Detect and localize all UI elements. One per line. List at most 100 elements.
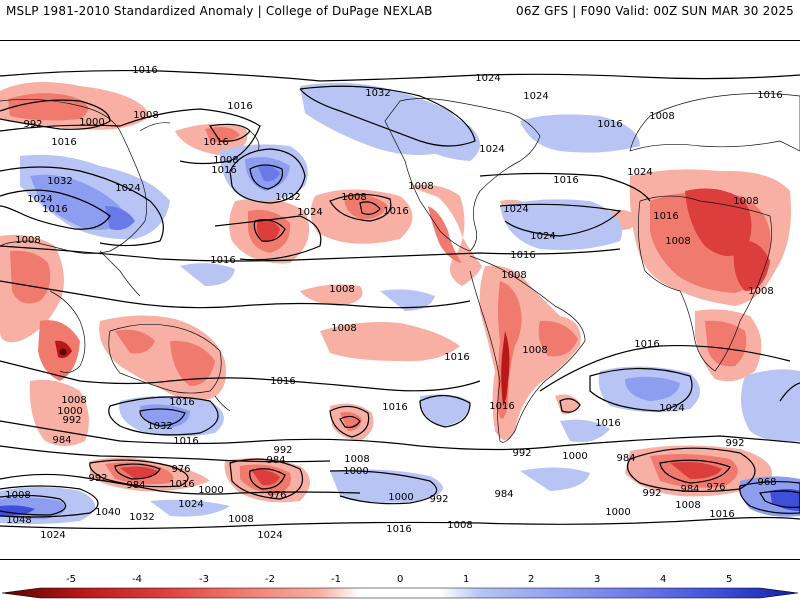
isobar-labels: 1016 1024 1024 1032 992 1000 1008 1016 1… <box>5 65 782 541</box>
isobar-label: 1032 <box>365 88 390 99</box>
isobar-label: 992 <box>88 473 107 484</box>
isobar-label: 1000 <box>57 406 82 417</box>
isobar-label: 992 <box>62 415 81 426</box>
isobar-label: 992 <box>23 119 42 130</box>
colorbar-tick: 3 <box>594 574 601 585</box>
isobar-label: 1008 <box>5 490 30 501</box>
isobar-label: 1048 <box>6 515 31 526</box>
isobar-label: 1008 <box>228 514 253 525</box>
colorbar-tick: 5 <box>726 574 733 585</box>
isobar-label: 1008 <box>329 284 354 295</box>
isobar-label: 1008 <box>133 110 158 121</box>
isobar-label: 1008 <box>522 345 547 356</box>
isobar-label: 1016 <box>227 101 252 112</box>
isobar-label: 1016 <box>173 436 198 447</box>
map-panel: 1016 1024 1024 1032 992 1000 1008 1016 1… <box>0 40 800 560</box>
isobar-label: 984 <box>126 480 145 491</box>
isobar-label: 1008 <box>501 270 526 281</box>
isobar-label: 1024 <box>479 144 504 155</box>
isobar-label: 1024 <box>297 207 322 218</box>
isobar-label: 992 <box>512 448 531 459</box>
isobar-label: 1000 <box>562 451 587 462</box>
isobar-label: 1008 <box>61 395 86 406</box>
isobar-label: 984 <box>266 455 285 466</box>
isobar-label: 1040 <box>95 507 120 518</box>
colorbar-tick: -1 <box>331 574 341 585</box>
isobar-label: 984 <box>52 435 71 446</box>
colorbar-tick: 2 <box>528 574 535 585</box>
isobar-label: 1008 <box>344 454 369 465</box>
isobar-label: 1008 <box>15 235 40 246</box>
isobar-label: 1016 <box>270 376 295 387</box>
isobar-label: 1016 <box>595 418 620 429</box>
isobar-label: 1016 <box>757 90 782 101</box>
isobar-label: 1016 <box>203 137 228 148</box>
isobar-label: 1008 <box>748 286 773 297</box>
colorbar <box>0 586 800 600</box>
isobar-label: 1024 <box>530 231 555 242</box>
isobar-label: 992 <box>725 438 744 449</box>
isobar-label: 1008 <box>733 196 758 207</box>
isobar-label: 1016 <box>386 524 411 535</box>
colorbar-tick: 0 <box>397 574 404 585</box>
isobar-label: 1008 <box>331 323 356 334</box>
isobar-label: 1016 <box>510 250 535 261</box>
isobar-label: 1024 <box>503 204 528 215</box>
isobar-label: 1016 <box>382 402 407 413</box>
isobar-label: 984 <box>616 453 635 464</box>
isobar-label: 1024 <box>475 73 500 84</box>
isobar-label: 1016 <box>653 211 678 222</box>
isobar-label: 1032 <box>47 176 72 187</box>
isobar-label: 1024 <box>257 530 282 541</box>
isobar-label: 1024 <box>178 499 203 510</box>
isobar-label: 1000 <box>605 507 630 518</box>
colorbar-ticks: -5 -4 -3 -2 -1 0 1 2 3 4 5 <box>0 574 800 586</box>
isobar-label: 1016 <box>597 119 622 130</box>
isobar-label: 1000 <box>343 466 368 477</box>
isobar-label: 1008 <box>675 500 700 511</box>
colorbar-tick: -2 <box>265 574 275 585</box>
isobar-label: 1008 <box>213 155 238 166</box>
isobar-label: 1016 <box>709 509 734 520</box>
isobar-label: 976 <box>267 490 286 501</box>
colorbar-tick: -5 <box>66 574 76 585</box>
header-bar: MSLP 1981-2010 Standardized Anomaly | Co… <box>0 0 800 22</box>
isobar-label: 1024 <box>627 167 652 178</box>
isobar-label: 1016 <box>169 397 194 408</box>
isobar-label: 976 <box>706 482 725 493</box>
isobar-label: 976 <box>171 464 190 475</box>
isobar-label: 1016 <box>634 339 659 350</box>
isobar-label: 1032 <box>129 512 154 523</box>
negative-anomaly-shading <box>0 82 791 503</box>
isobar-label: 1000 <box>388 492 413 503</box>
isobar-label: 984 <box>494 489 513 500</box>
isobar-label: 1008 <box>341 192 366 203</box>
isobar-contours <box>0 69 800 530</box>
isobar-label: 1000 <box>79 117 104 128</box>
isobar-label: 1016 <box>444 352 469 363</box>
run-valid-time: 06Z GFS | F090 Valid: 00Z SUN MAR 30 202… <box>515 4 794 18</box>
isobar-label: 1016 <box>51 137 76 148</box>
map-title: MSLP 1981-2010 Standardized Anomaly | Co… <box>6 4 433 18</box>
isobar-label: 1024 <box>27 194 52 205</box>
isobar-label: 984 <box>680 484 699 495</box>
isobar-label: 1016 <box>489 401 514 412</box>
isobar-label: 1000 <box>198 485 223 496</box>
isobar-label: 1008 <box>665 236 690 247</box>
isobar-label: 992 <box>273 445 292 456</box>
isobar-label: 1024 <box>523 91 548 102</box>
isobar-label: 1032 <box>275 192 300 203</box>
colorbar-tick: 1 <box>463 574 470 585</box>
world-map: 1016 1024 1024 1032 992 1000 1008 1016 1… <box>0 65 800 541</box>
isobar-label: 1016 <box>169 479 194 490</box>
colorbar-tick: -3 <box>199 574 209 585</box>
isobar-label: 1024 <box>115 183 140 194</box>
isobar-label: 1016 <box>132 65 157 76</box>
isobar-label: 1016 <box>211 165 236 176</box>
colorbar-tick: 4 <box>660 574 667 585</box>
isobar-label: 1008 <box>649 111 674 122</box>
isobar-label: 1016 <box>210 255 235 266</box>
colorbar-gradient <box>1 587 799 599</box>
isobar-label: 1016 <box>553 175 578 186</box>
isobar-label: 1016 <box>383 206 408 217</box>
